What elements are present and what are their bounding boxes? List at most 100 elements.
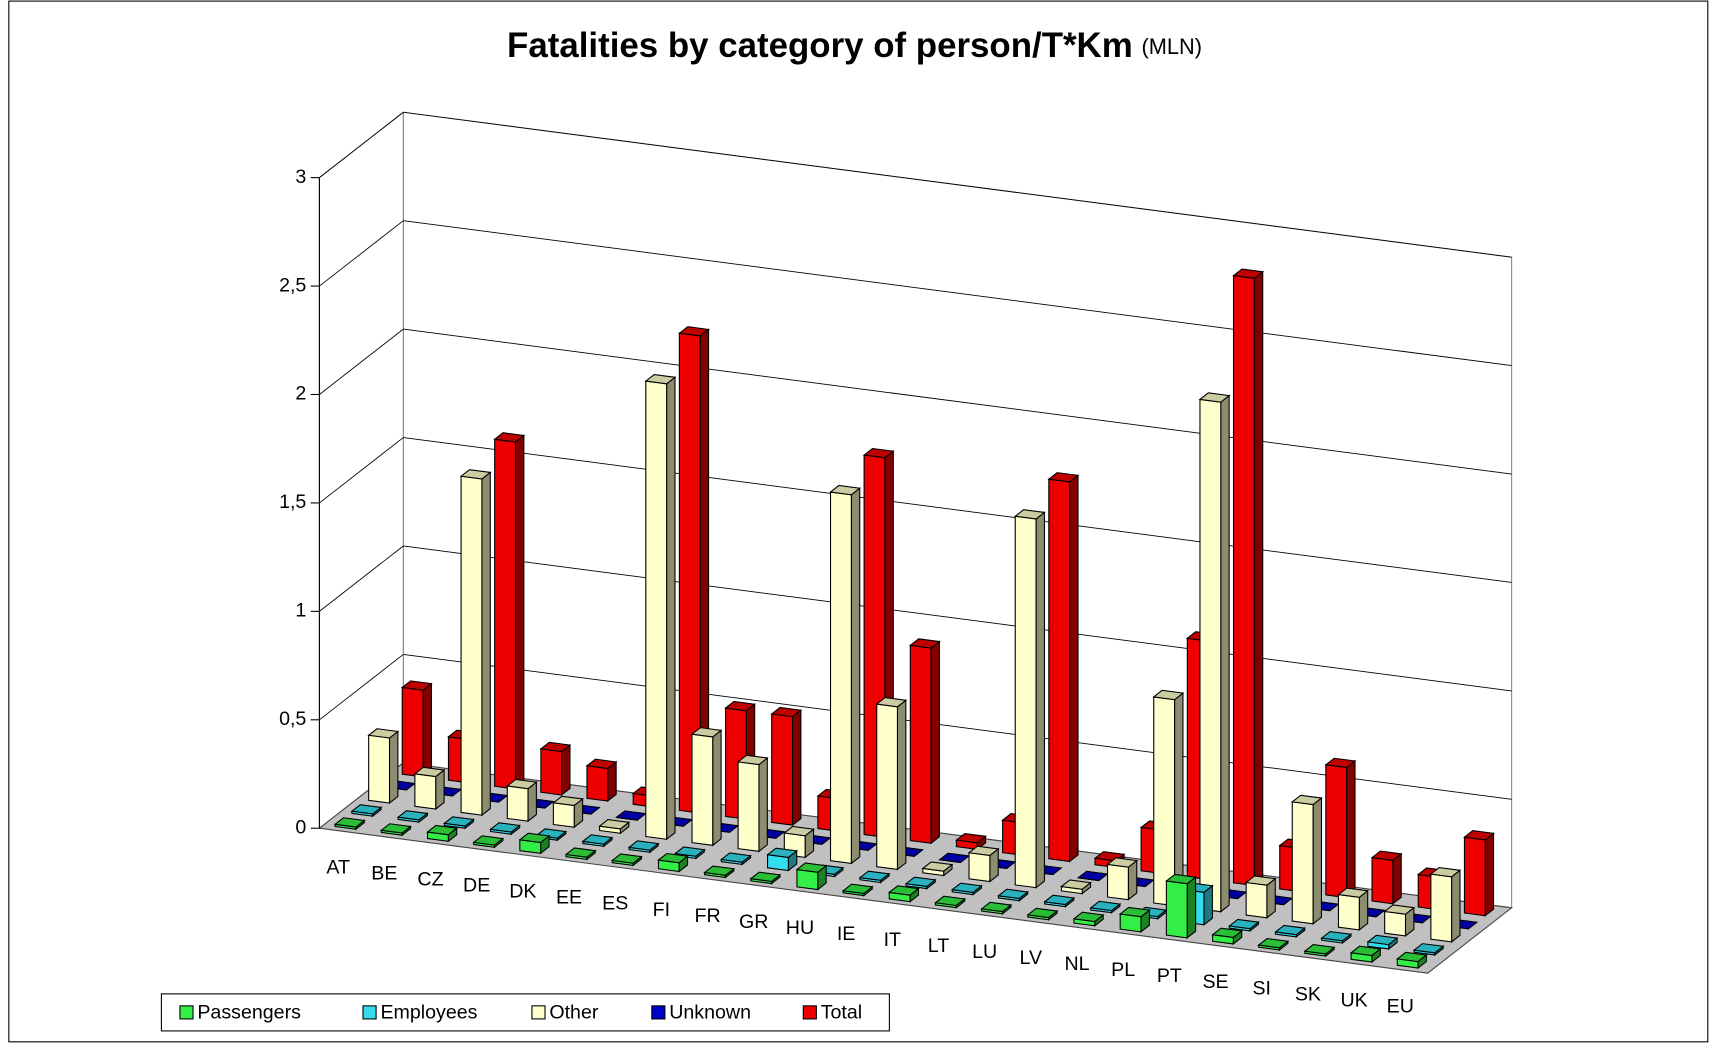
legend-swatch <box>651 1005 666 1020</box>
x-tick-label: EE <box>556 887 582 909</box>
bar <box>1257 937 1290 952</box>
bar <box>400 680 433 779</box>
bar-front <box>1325 764 1348 899</box>
bar-top <box>333 817 366 828</box>
bar <box>610 853 643 867</box>
bar-top <box>749 871 782 882</box>
bar <box>379 823 412 837</box>
bar <box>1429 866 1462 944</box>
bar-front <box>540 748 563 796</box>
bar-front <box>494 438 517 790</box>
bar <box>1089 900 1122 914</box>
bar-top <box>934 895 967 907</box>
bar <box>950 882 983 896</box>
bar-top <box>678 326 710 337</box>
legend-label: Employees <box>380 1002 477 1024</box>
legend-swatch <box>362 1005 377 1020</box>
bar-side <box>561 743 571 797</box>
bar-top <box>1198 392 1231 403</box>
x-tick-label: LT <box>928 935 949 957</box>
bar-top <box>736 754 769 766</box>
x-tick-label: CZ <box>417 869 443 891</box>
bar-top <box>967 845 1000 857</box>
bar <box>585 758 618 803</box>
bar <box>552 795 584 829</box>
x-tick-label: NL <box>1064 953 1089 975</box>
bar <box>703 865 736 879</box>
bar-top <box>724 700 757 712</box>
bar <box>505 778 538 823</box>
legend-label: Unknown <box>669 1002 751 1024</box>
bar-top <box>1366 934 1399 946</box>
bar-side <box>896 699 907 871</box>
bar <box>1047 472 1080 863</box>
bar-front <box>1430 873 1453 943</box>
bar <box>875 696 908 871</box>
bar-top <box>1429 866 1462 878</box>
grid-line <box>319 545 404 612</box>
bar-front <box>586 765 609 802</box>
bar-side <box>481 471 491 817</box>
bar-side <box>1220 394 1230 913</box>
bar-front <box>968 852 991 883</box>
bar-top <box>921 861 954 872</box>
bar-front <box>829 491 852 865</box>
legend-swatch <box>802 1005 817 1020</box>
bar <box>1370 850 1403 905</box>
bar-top <box>493 432 526 443</box>
bar <box>829 484 862 865</box>
bar <box>858 870 891 884</box>
bar-top <box>997 888 1030 900</box>
bar-top <box>908 638 941 649</box>
bar-top <box>598 819 631 830</box>
bar <box>921 861 954 877</box>
bar-top <box>1211 927 1244 938</box>
bar-top <box>1349 945 1382 957</box>
bar-top <box>766 847 799 859</box>
bar-top <box>610 853 643 864</box>
bar-top <box>1370 850 1403 861</box>
bar-top <box>472 835 505 846</box>
bar <box>1324 757 1357 899</box>
axis-labels: 0 0,5 1 1,5 2 2,5 3 AT BE CZ DE DK EE ES FI FR GR HU IE IT L… <box>279 166 1414 1018</box>
x-tick-label: FI <box>653 899 670 921</box>
x-tick-label: ES <box>602 893 628 915</box>
bar-top <box>505 778 538 790</box>
bar <box>333 817 366 831</box>
bar-top <box>379 823 412 834</box>
bar <box>908 638 941 845</box>
bar <box>904 876 937 890</box>
bar-front <box>1232 274 1255 887</box>
bar-top <box>1290 794 1323 806</box>
bar <box>887 885 920 903</box>
bar <box>350 804 383 818</box>
bar <box>1060 879 1092 895</box>
bar <box>442 816 475 830</box>
grid-line <box>319 328 404 395</box>
bar-top <box>1463 830 1495 841</box>
x-tick-label: PL <box>1111 959 1135 981</box>
bar-side <box>388 730 399 805</box>
bar-side <box>930 640 940 845</box>
bar-top <box>657 852 689 864</box>
bar-top <box>581 834 614 845</box>
bar <box>1043 894 1076 908</box>
bar <box>426 824 459 843</box>
grid-line <box>403 437 1512 583</box>
y-tick-label: 1 <box>295 600 306 622</box>
bar-top <box>1324 757 1357 769</box>
bar-top <box>795 862 828 873</box>
bar <box>1366 934 1399 951</box>
bar <box>934 895 967 909</box>
legend: Passengers Employees Other Unknown Total <box>160 993 890 1032</box>
bar <box>1337 887 1370 932</box>
bar-top <box>459 469 492 480</box>
bar <box>489 822 521 836</box>
legend-label: Other <box>549 1002 599 1024</box>
bar-top <box>1047 472 1080 483</box>
bar-front <box>909 644 932 844</box>
grid-line <box>319 220 404 287</box>
bar <box>564 847 597 861</box>
x-tick-label: AT <box>326 856 350 878</box>
